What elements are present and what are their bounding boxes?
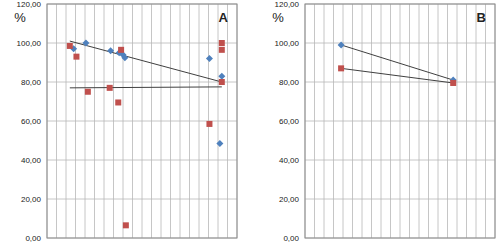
point [107, 47, 114, 54]
point [107, 85, 113, 91]
plot-frame [47, 4, 237, 238]
grid-line-y [305, 199, 495, 200]
y-tick-label: 100,00 [17, 39, 42, 48]
point [206, 121, 212, 127]
chart-root: 0,0020,0040,0060,0080,00100,00120,00%A0,… [0, 0, 500, 247]
point [338, 41, 345, 48]
point [123, 222, 129, 228]
point [82, 40, 89, 47]
panel: 0,00 20,00 40,00 60,00 80,00 100,00 120,00% A [14, 0, 237, 243]
point [73, 54, 79, 60]
series-line [341, 68, 453, 83]
y-tick-label: 0,00 [283, 234, 299, 243]
y-tick-label: 20,00 [21, 195, 42, 204]
y-tick-label: 80,00 [279, 78, 300, 87]
y-tick-label: 120,00 [17, 0, 42, 9]
y-axis-label: % [272, 10, 284, 25]
grid-line-y [47, 199, 237, 200]
panel-title: A [219, 10, 229, 25]
grid-line-y [47, 160, 237, 161]
point [219, 47, 225, 53]
plot-frame [305, 4, 495, 238]
point [67, 43, 73, 49]
grid-line-y [305, 43, 495, 44]
y-axis-label: % [14, 10, 26, 25]
y-tick-label: 40,00 [21, 156, 42, 165]
grid-line-y [47, 82, 237, 83]
series-line [341, 45, 453, 80]
y-tick-label: 120,00 [275, 0, 300, 9]
point [218, 73, 225, 80]
grid-line-y [305, 121, 495, 122]
point [118, 47, 124, 53]
grid-line-y [305, 82, 495, 83]
point [219, 40, 225, 46]
point [338, 65, 344, 71]
point [450, 80, 456, 86]
series-line [70, 86, 222, 88]
y-tick-label: 60,00 [21, 117, 42, 126]
point [115, 99, 121, 105]
y-tick-label: 40,00 [279, 156, 300, 165]
point [85, 89, 91, 95]
point [219, 79, 225, 85]
series-line [70, 41, 222, 82]
panel: 0,00 20,00 40,00 60,00 80,00 100,00 120,00% B [272, 0, 495, 243]
panel-title: B [477, 10, 486, 25]
point [121, 54, 128, 61]
y-tick-label: 0,00 [25, 234, 41, 243]
y-tick-label: 80,00 [21, 78, 42, 87]
grid-line-y [305, 160, 495, 161]
y-tick-label: 100,00 [275, 39, 300, 48]
y-tick-label: 60,00 [279, 117, 300, 126]
point [216, 140, 223, 147]
data-group [338, 41, 457, 86]
point [206, 55, 213, 62]
data-group [67, 40, 226, 229]
y-tick-label: 20,00 [279, 195, 300, 204]
